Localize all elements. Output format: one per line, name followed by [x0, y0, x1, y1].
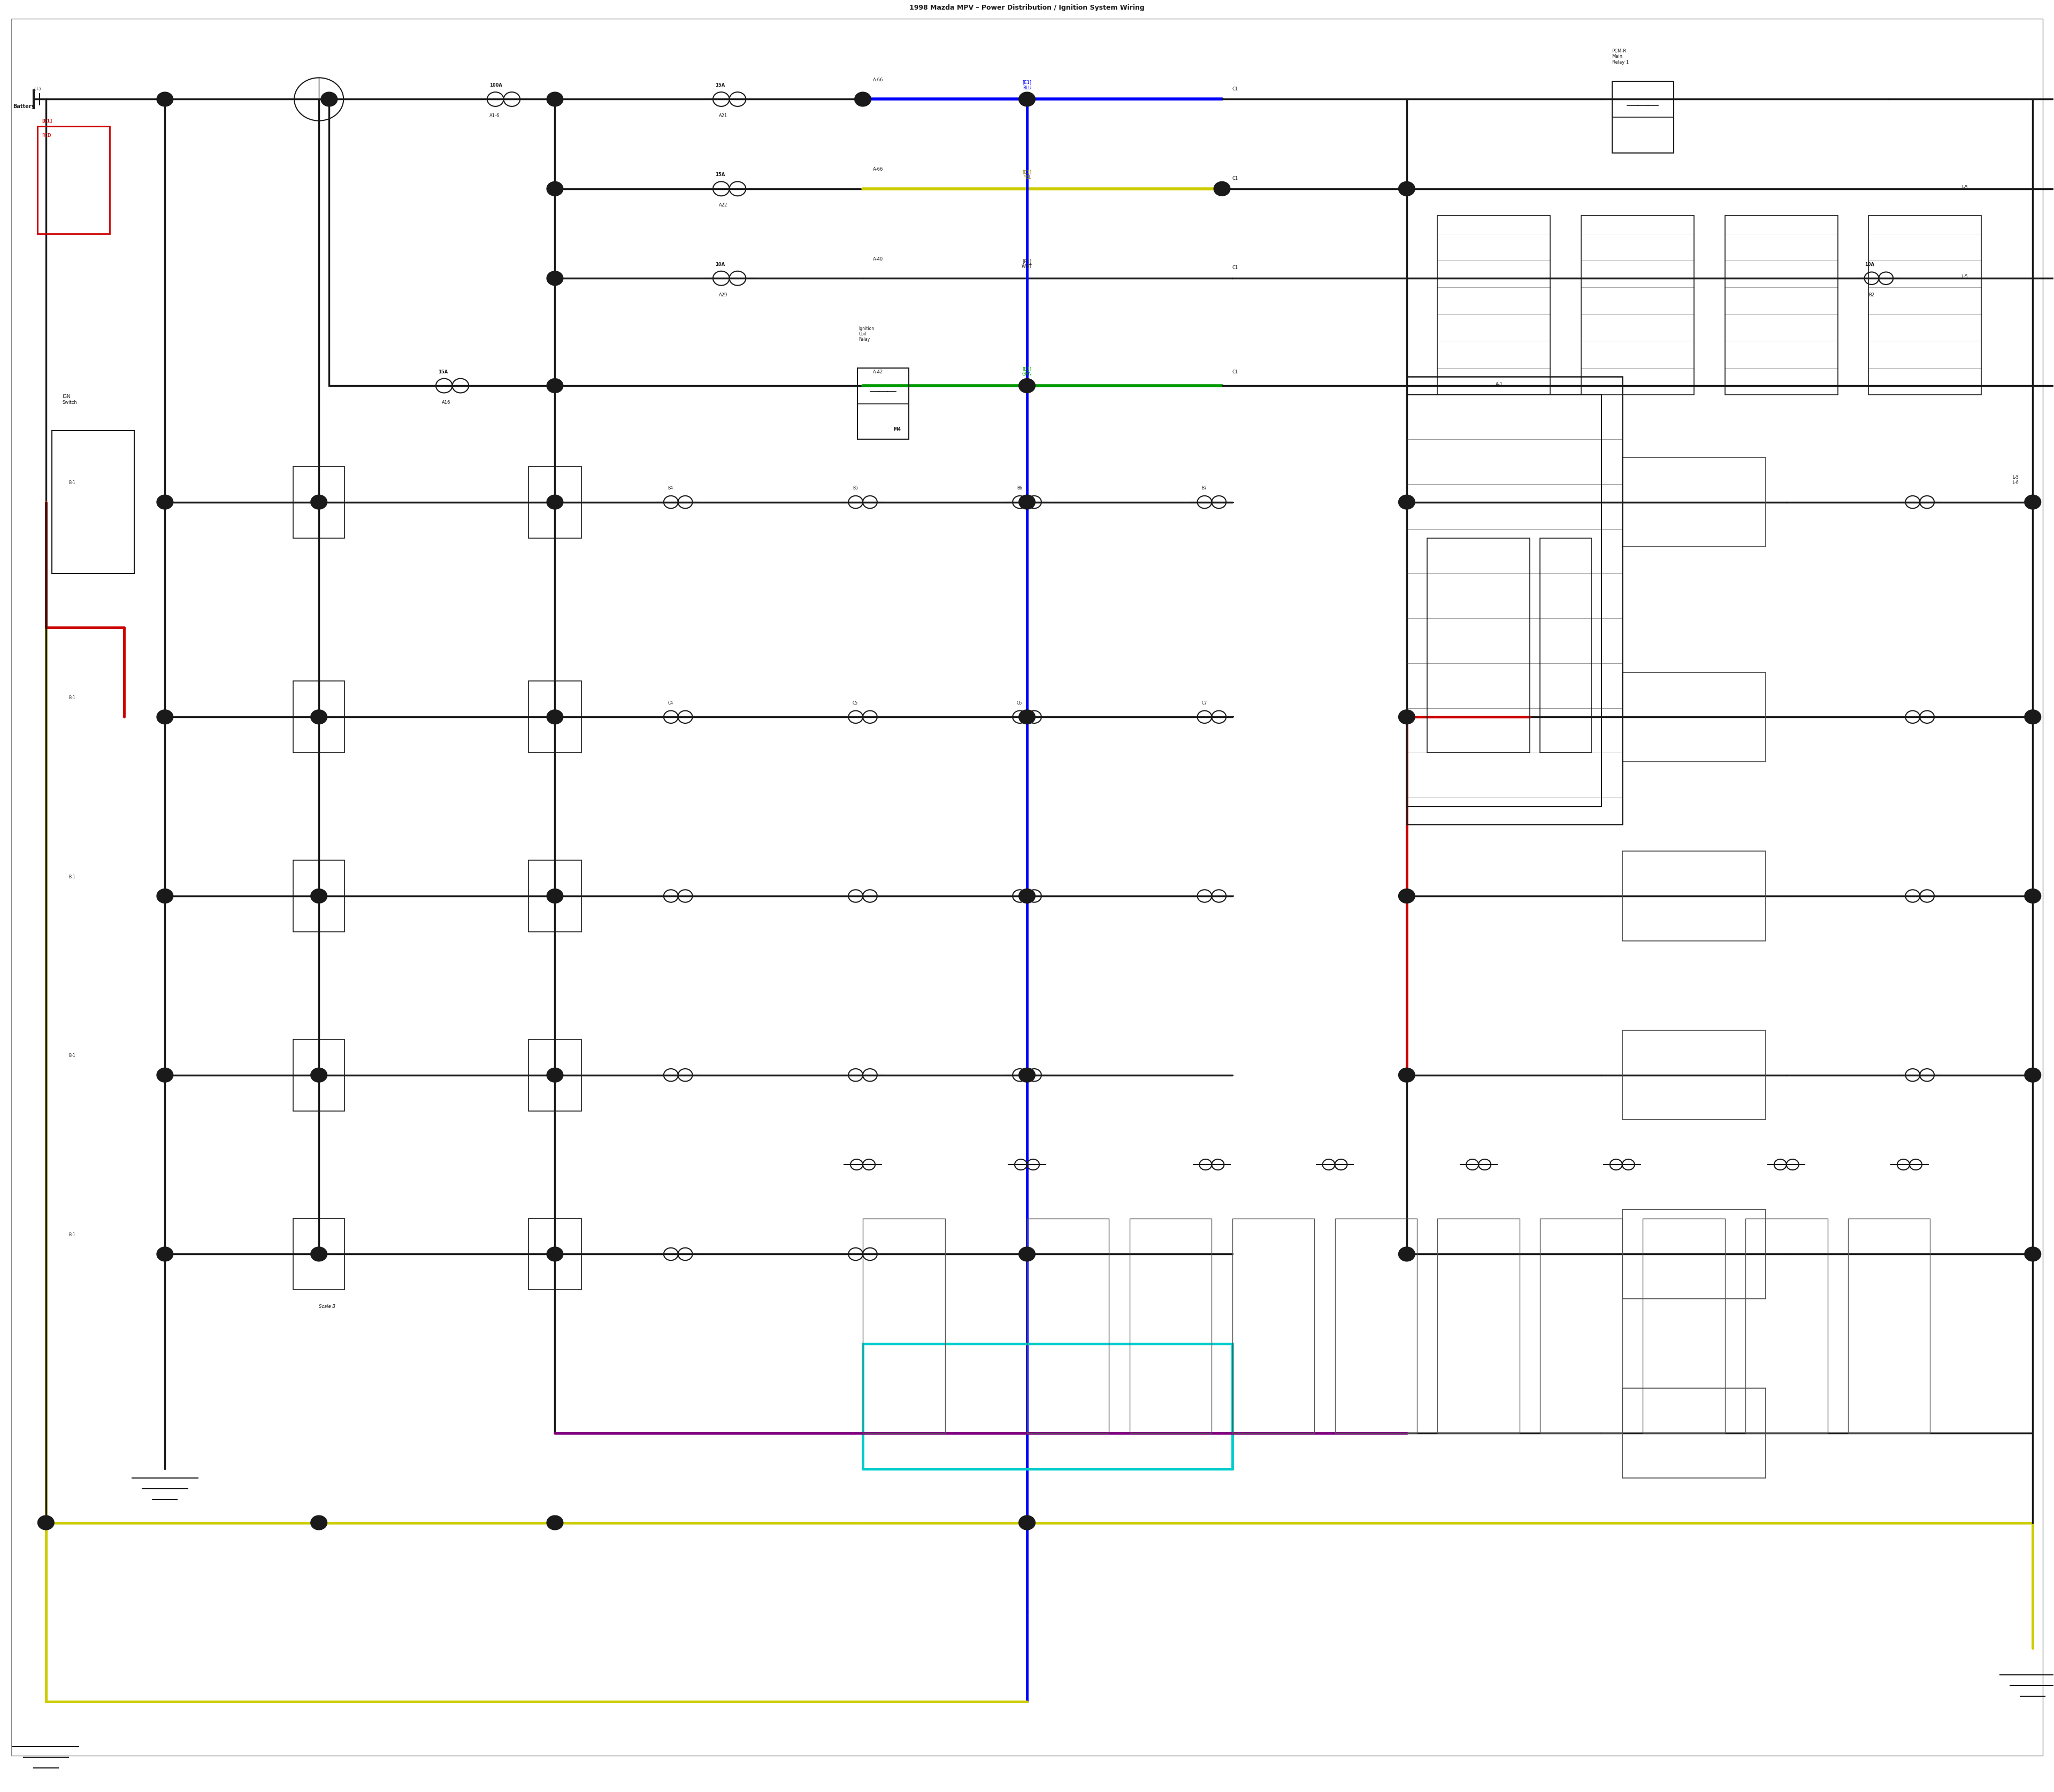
Circle shape — [1214, 181, 1230, 195]
Circle shape — [1399, 889, 1415, 903]
Bar — [528, 466, 581, 538]
Text: B2: B2 — [1869, 292, 1875, 297]
Circle shape — [546, 1516, 563, 1530]
Text: Battery: Battery — [12, 104, 35, 109]
Bar — [51, 430, 134, 573]
Circle shape — [546, 495, 563, 509]
Text: C1: C1 — [1232, 176, 1239, 181]
Circle shape — [546, 1068, 563, 1082]
Bar — [1407, 394, 1602, 806]
Circle shape — [1019, 378, 1035, 392]
Text: B4: B4 — [668, 486, 674, 491]
Circle shape — [156, 1068, 173, 1082]
Text: C1: C1 — [1232, 369, 1239, 375]
Text: Scale B: Scale B — [318, 1305, 335, 1308]
Circle shape — [546, 378, 563, 392]
Bar — [294, 1219, 345, 1290]
Circle shape — [1019, 495, 1035, 509]
Text: 10A: 10A — [1865, 262, 1873, 267]
Text: Ignition
Coil
Relay: Ignition Coil Relay — [859, 326, 875, 342]
Text: C1: C1 — [1232, 265, 1239, 271]
Circle shape — [1019, 1516, 1035, 1530]
Circle shape — [1399, 1247, 1415, 1262]
Circle shape — [1399, 495, 1415, 509]
Circle shape — [310, 889, 327, 903]
Circle shape — [2025, 495, 2042, 509]
Text: A-40: A-40 — [873, 256, 883, 262]
Text: 15A: 15A — [715, 82, 725, 88]
Text: [E1]: [E1] — [41, 118, 51, 124]
Text: L-5: L-5 — [1962, 185, 1968, 190]
Text: L-5: L-5 — [1962, 274, 1968, 280]
Circle shape — [37, 1516, 53, 1530]
Bar — [528, 1039, 581, 1111]
Text: C5: C5 — [852, 701, 859, 706]
Circle shape — [1019, 710, 1035, 724]
Text: B-1: B-1 — [68, 1054, 76, 1059]
Text: C1: C1 — [1232, 86, 1239, 91]
Bar — [1232, 1219, 1315, 1434]
Circle shape — [156, 889, 173, 903]
Circle shape — [320, 91, 337, 106]
Text: B-1: B-1 — [68, 480, 76, 486]
Circle shape — [1399, 181, 1415, 195]
Circle shape — [854, 91, 871, 106]
Text: C6: C6 — [1017, 701, 1023, 706]
Text: A-66: A-66 — [873, 167, 883, 172]
Bar — [1438, 1219, 1520, 1434]
Bar — [528, 681, 581, 753]
Text: (+): (+) — [33, 86, 41, 91]
Bar — [294, 681, 345, 753]
Text: B-1: B-1 — [68, 874, 76, 880]
Circle shape — [310, 710, 327, 724]
Circle shape — [1019, 889, 1035, 903]
Text: [E1]
YEL: [E1] YEL — [1023, 170, 1031, 179]
Text: M4: M4 — [893, 426, 902, 432]
Bar — [1612, 81, 1674, 152]
Bar — [1643, 1219, 1725, 1434]
Bar — [294, 466, 345, 538]
Text: A16: A16 — [442, 400, 450, 405]
Circle shape — [2025, 889, 2042, 903]
Circle shape — [1399, 710, 1415, 724]
Circle shape — [546, 91, 563, 106]
Text: [E1]
GRN: [E1] GRN — [1023, 366, 1031, 376]
Text: 15A: 15A — [438, 369, 448, 375]
Bar — [1582, 215, 1695, 394]
Circle shape — [2025, 1068, 2042, 1082]
Text: B5: B5 — [852, 486, 859, 491]
Bar — [1849, 1219, 1931, 1434]
Text: C4: C4 — [668, 701, 674, 706]
Circle shape — [156, 1247, 173, 1262]
Circle shape — [546, 889, 563, 903]
Text: 15A: 15A — [715, 172, 725, 177]
Bar — [294, 860, 345, 932]
Circle shape — [546, 181, 563, 195]
Bar — [859, 367, 910, 439]
Circle shape — [156, 495, 173, 509]
Text: B7: B7 — [1202, 486, 1208, 491]
Circle shape — [546, 271, 563, 285]
Circle shape — [310, 495, 327, 509]
Circle shape — [546, 710, 563, 724]
Bar — [1438, 215, 1551, 394]
Text: B-1: B-1 — [68, 695, 76, 701]
Bar — [1623, 1030, 1766, 1120]
Text: PCM-R
Main
Relay 1: PCM-R Main Relay 1 — [1612, 48, 1629, 65]
Bar — [1540, 538, 1592, 753]
Text: L-5
L-6: L-5 L-6 — [2013, 475, 2019, 486]
Text: A21: A21 — [719, 113, 727, 118]
Text: A-66: A-66 — [873, 77, 883, 82]
Circle shape — [2025, 1247, 2042, 1262]
Circle shape — [2025, 710, 2042, 724]
Bar — [528, 860, 581, 932]
Circle shape — [1019, 91, 1035, 106]
Bar — [1407, 376, 1623, 824]
Text: [E1]
WHT: [E1] WHT — [1021, 258, 1033, 269]
Circle shape — [156, 710, 173, 724]
Text: 100A: 100A — [489, 82, 501, 88]
Text: IGN
Switch: IGN Switch — [62, 394, 78, 405]
Text: A-42: A-42 — [873, 369, 883, 375]
Text: A22: A22 — [719, 202, 727, 208]
Bar — [1623, 672, 1766, 762]
